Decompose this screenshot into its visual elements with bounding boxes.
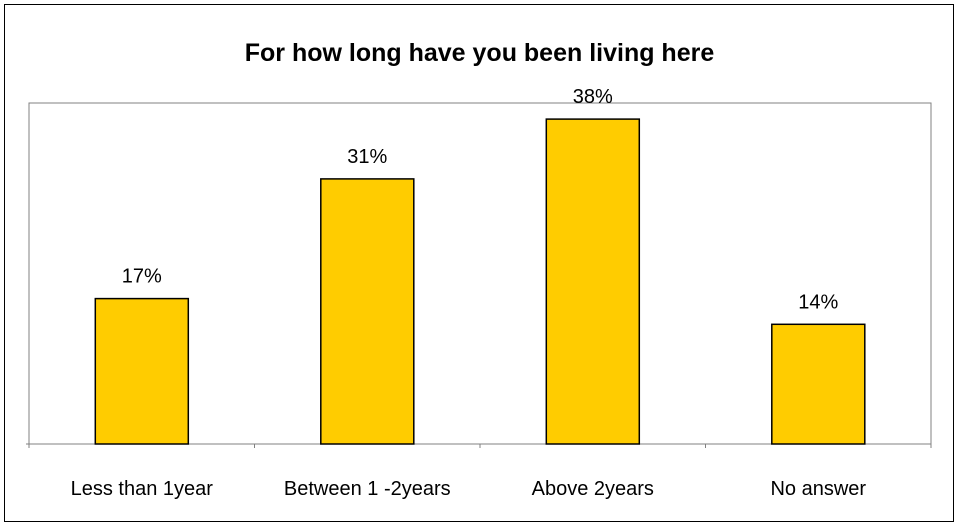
- bar-2: [545, 118, 641, 445]
- data-label-0: 17%: [122, 266, 162, 288]
- category-label-0: Less than 1year: [71, 478, 214, 500]
- bar-1: [320, 178, 415, 445]
- data-label-2: 38%: [573, 86, 613, 108]
- data-label-1: 31%: [347, 146, 387, 168]
- chart-title: For how long have you been living here: [244, 39, 715, 67]
- bar-3: [771, 323, 866, 445]
- category-label-2: Above 2years: [532, 478, 654, 500]
- chart-marks: 17% Less than 1year 31% Between 1 -2years 38…: [26, 86, 932, 500]
- category-label-1: Between 1 -2years: [284, 478, 451, 500]
- bar-0: [94, 297, 190, 445]
- category-label-3: No answer: [770, 478, 866, 500]
- data-label-3: 14%: [798, 291, 838, 313]
